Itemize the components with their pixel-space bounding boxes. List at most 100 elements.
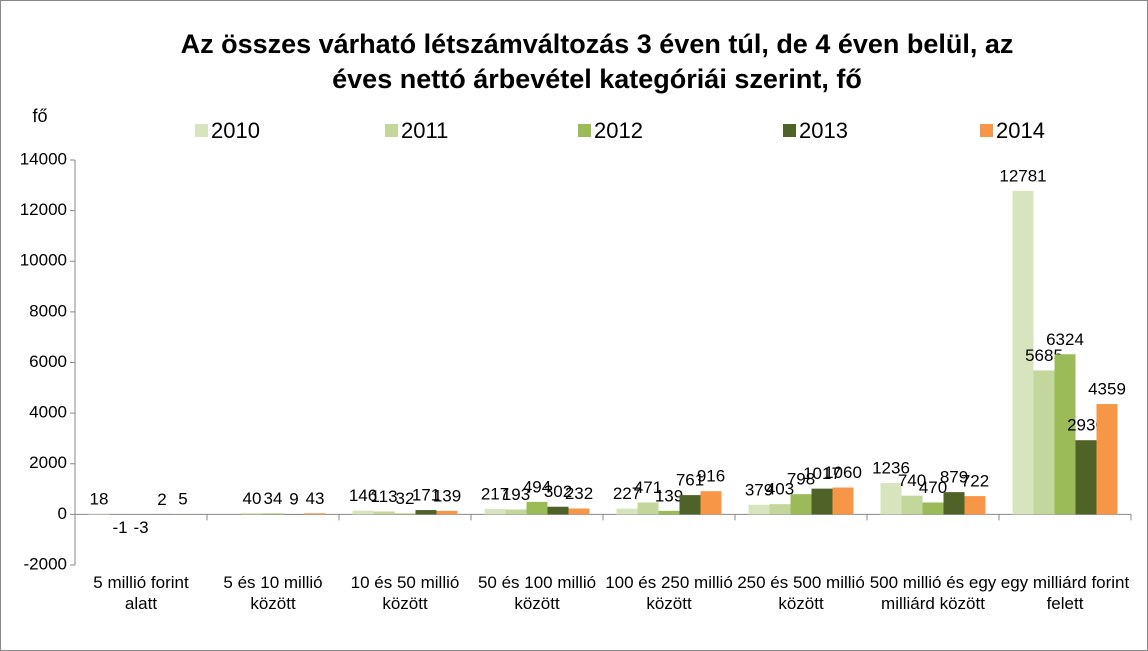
value-label: 470	[919, 478, 947, 497]
y-tick-label: 14000	[20, 149, 67, 168]
bar	[964, 496, 986, 515]
value-label: 12781	[999, 166, 1046, 185]
value-label: 1060	[824, 463, 862, 482]
x-tick-label-box: 5 millió forint alatt	[93, 573, 189, 613]
value-label: 40	[243, 489, 262, 508]
legend-swatch	[578, 124, 591, 137]
x-tick-label: egy milliárd forint felett	[1000, 573, 1130, 613]
bar	[1096, 404, 1118, 515]
y-tick-label: 4000	[29, 403, 67, 422]
legend-label: 2013	[799, 118, 848, 143]
y-tick-label: 0	[58, 504, 67, 523]
value-label: 2930	[1067, 416, 1105, 435]
value-label: 32	[396, 489, 415, 508]
legend-swatch	[195, 124, 208, 137]
x-tick-label: 5 és 10 millió között	[223, 573, 323, 613]
y-tick-label: 2000	[29, 453, 67, 472]
value-label: 1236	[872, 459, 910, 478]
value-label: 4359	[1088, 380, 1126, 399]
value-label: 761	[676, 471, 704, 490]
bar	[700, 491, 722, 515]
x-tick-label: 100 és 250 millió között	[605, 573, 733, 613]
y-tick-label: -2000	[24, 554, 67, 573]
bar	[1012, 190, 1034, 515]
bar	[616, 508, 638, 515]
bar	[568, 508, 590, 515]
value-label: 193	[502, 485, 530, 504]
value-label: 798	[787, 470, 815, 489]
value-label: 18	[90, 489, 109, 508]
bar	[790, 494, 812, 515]
x-tick-label: 50 és 100 millió között	[477, 573, 597, 613]
chart-title-box: Az összes várható létszámváltozás 3 éven…	[180, 29, 1014, 94]
x-tick-label: 5 millió forint alatt	[93, 573, 189, 613]
value-label: 146	[349, 486, 377, 505]
bar	[505, 509, 527, 515]
y-axis-label: fő	[32, 106, 47, 126]
value-label: 139	[433, 486, 461, 505]
value-label: 5	[178, 490, 187, 509]
bar	[484, 508, 506, 515]
value-label: 379	[745, 480, 773, 499]
value-label: 139	[655, 486, 683, 505]
x-tick-label-box: 10 és 50 millió között	[350, 573, 460, 613]
y-tick-label: 12000	[20, 200, 67, 219]
x-tick-label-box: 100 és 250 millió között	[605, 573, 733, 613]
x-tick-label-box: 500 millió és egy milliárd között	[870, 573, 997, 613]
value-label: 217	[481, 484, 509, 503]
value-label: 9	[289, 490, 298, 509]
value-label: 740	[898, 471, 926, 490]
value-label: 227	[613, 484, 641, 503]
value-label: 1017	[803, 464, 841, 483]
y-tick-label: 8000	[29, 301, 67, 320]
bar	[922, 502, 944, 515]
x-tick-label-box: 50 és 100 millió között	[477, 573, 597, 613]
bar	[811, 488, 833, 515]
legend-swatch	[783, 124, 796, 137]
value-label: -3	[133, 518, 148, 537]
legend-label: 2012	[594, 118, 643, 143]
value-label: 2	[157, 490, 166, 509]
value-label: 5685	[1025, 346, 1063, 365]
value-label: 916	[697, 467, 725, 486]
bar	[436, 510, 458, 515]
value-label: 232	[565, 484, 593, 503]
bar	[1075, 440, 1097, 515]
value-label: 302	[544, 482, 572, 501]
bar	[679, 495, 701, 515]
value-label: 113	[370, 487, 397, 506]
bar	[526, 501, 548, 515]
chart-title: Az összes várható létszámváltozás 3 éven…	[180, 29, 1014, 94]
x-tick-label: 10 és 50 millió között	[350, 573, 460, 613]
y-tick-label: 10000	[20, 251, 67, 270]
value-label: 722	[961, 472, 989, 491]
bar	[352, 510, 374, 515]
bar	[832, 487, 854, 515]
x-tick-label-box: 5 és 10 millió között	[223, 573, 323, 613]
bar	[304, 513, 326, 515]
x-tick-label-box: 250 és 500 millió között	[737, 573, 865, 613]
bar	[1033, 370, 1055, 515]
y-tick-label: 6000	[29, 352, 67, 371]
value-label: -1	[112, 518, 127, 537]
bar	[241, 513, 263, 515]
value-label: 494	[523, 477, 551, 496]
bar	[901, 495, 923, 515]
bar	[394, 513, 416, 515]
bar	[415, 510, 437, 515]
value-label: 34	[264, 489, 283, 508]
legend-label: 2010	[211, 118, 260, 143]
bar	[262, 513, 284, 515]
bar	[769, 504, 791, 515]
legend-label: 2014	[996, 118, 1045, 143]
x-tick-label-box: egy milliárd forint felett	[1000, 573, 1130, 613]
bar	[880, 483, 902, 515]
bar	[1054, 354, 1076, 515]
bar	[748, 504, 770, 515]
bar	[943, 492, 965, 515]
value-label: 171	[412, 486, 440, 505]
legend-swatch	[980, 124, 993, 137]
value-label: 471	[634, 478, 662, 497]
